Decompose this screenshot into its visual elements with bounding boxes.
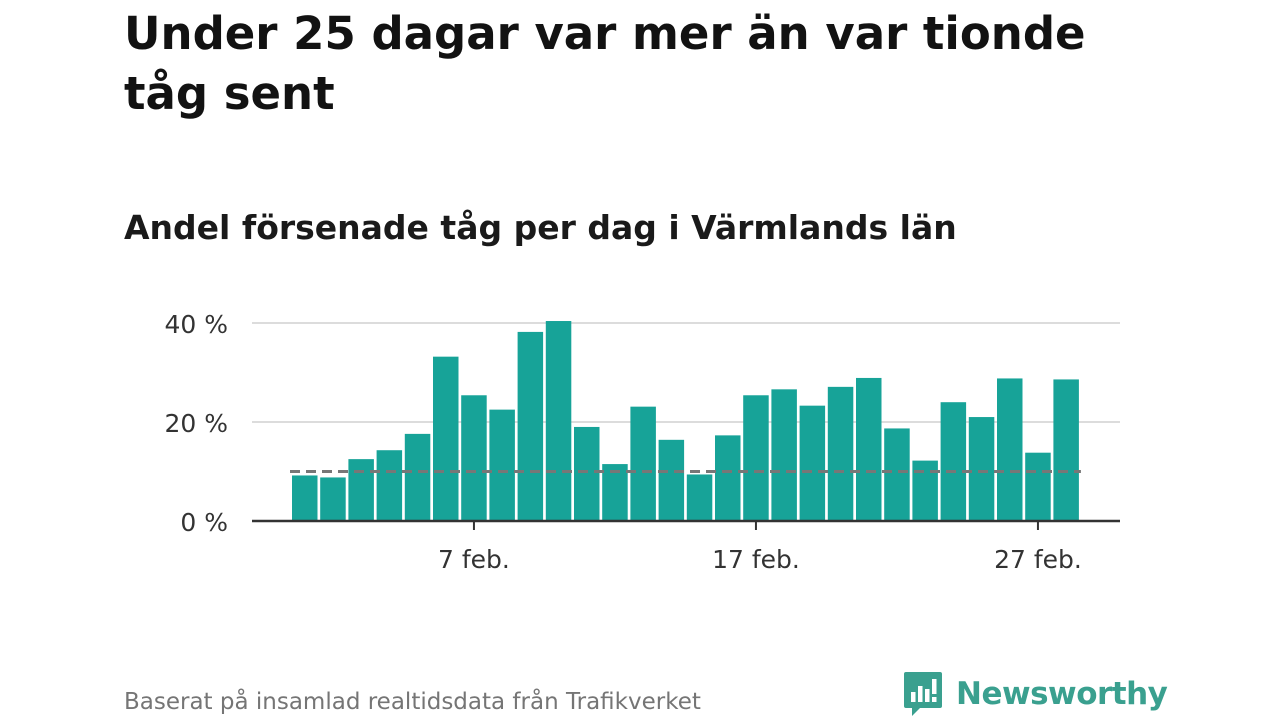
bar — [884, 428, 910, 521]
bar — [827, 386, 854, 521]
bar — [968, 417, 995, 521]
bar — [292, 475, 318, 521]
chart-title: Under 25 dagar var mer än var tionde tåg… — [124, 7, 1086, 120]
bar — [658, 439, 685, 521]
bar — [799, 405, 826, 521]
bar — [630, 406, 656, 521]
bar — [856, 377, 882, 521]
bar — [1053, 379, 1079, 521]
bar — [376, 450, 403, 521]
bar — [715, 435, 741, 521]
bar — [743, 395, 769, 521]
y-tick-label: 0 % — [180, 508, 228, 537]
x-tick-label: 7 feb. — [438, 545, 510, 574]
newsworthy-logo-icon — [904, 672, 942, 716]
bar — [545, 321, 572, 521]
x-tick-label: 27 feb. — [994, 545, 1082, 574]
bar — [517, 331, 544, 521]
bar-chart: 0 % 20 % 40 % 7 feb. 17 feb. 27 feb. — [164, 310, 1120, 574]
bar — [686, 474, 713, 521]
y-tick-label: 20 % — [164, 409, 228, 438]
bar — [602, 464, 628, 521]
bar — [912, 460, 938, 521]
bar — [461, 395, 487, 521]
bar — [489, 409, 515, 521]
x-tick-label: 17 feb. — [712, 545, 800, 574]
bar — [1025, 452, 1051, 521]
newsworthy-logo-text: Newsworthy — [956, 676, 1168, 712]
newsworthy-logo[interactable]: Newsworthy — [902, 670, 1168, 718]
bar — [997, 378, 1023, 521]
bar — [348, 459, 374, 521]
source-note: Baserat på insamlad realtidsdata från Tr… — [124, 689, 701, 715]
bar — [940, 402, 967, 521]
chart-subtitle: Andel försenade tåg per dag i Värmlands … — [124, 208, 957, 247]
bar — [771, 389, 797, 521]
bar — [404, 433, 431, 521]
bar — [574, 426, 600, 521]
y-tick-label: 40 % — [164, 310, 228, 339]
bar — [320, 477, 346, 521]
bar — [433, 356, 459, 521]
